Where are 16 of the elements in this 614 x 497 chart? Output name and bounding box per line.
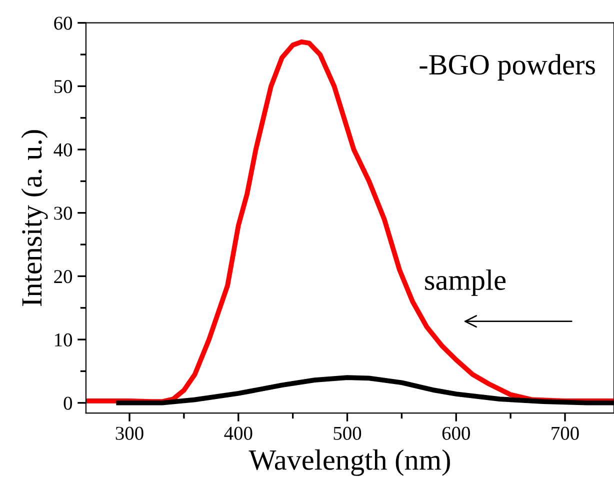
annotation: sample: [425, 269, 506, 296]
x-tick-label: 700: [552, 426, 579, 440]
y-tick-label: 30: [54, 206, 72, 220]
x-tick-label: 400: [224, 426, 252, 440]
y-tick-label: 50: [54, 80, 72, 94]
y-tick-label: 20: [54, 270, 72, 284]
annotation: -BGO powders: [420, 54, 595, 81]
x-tick-label: 300: [116, 426, 144, 440]
y-tick-label: 60: [54, 16, 72, 30]
y-tick-label: 40: [54, 143, 72, 156]
y-axis-title: Intensity (a. u.): [21, 130, 48, 306]
x-tick-label: 500: [334, 426, 362, 440]
y-tick-label: 0: [64, 396, 72, 410]
y-tick-label: 10: [55, 333, 72, 346]
x-tick-label: 600: [442, 426, 470, 440]
x-axis-title: Wavelength (nm): [248, 449, 450, 476]
